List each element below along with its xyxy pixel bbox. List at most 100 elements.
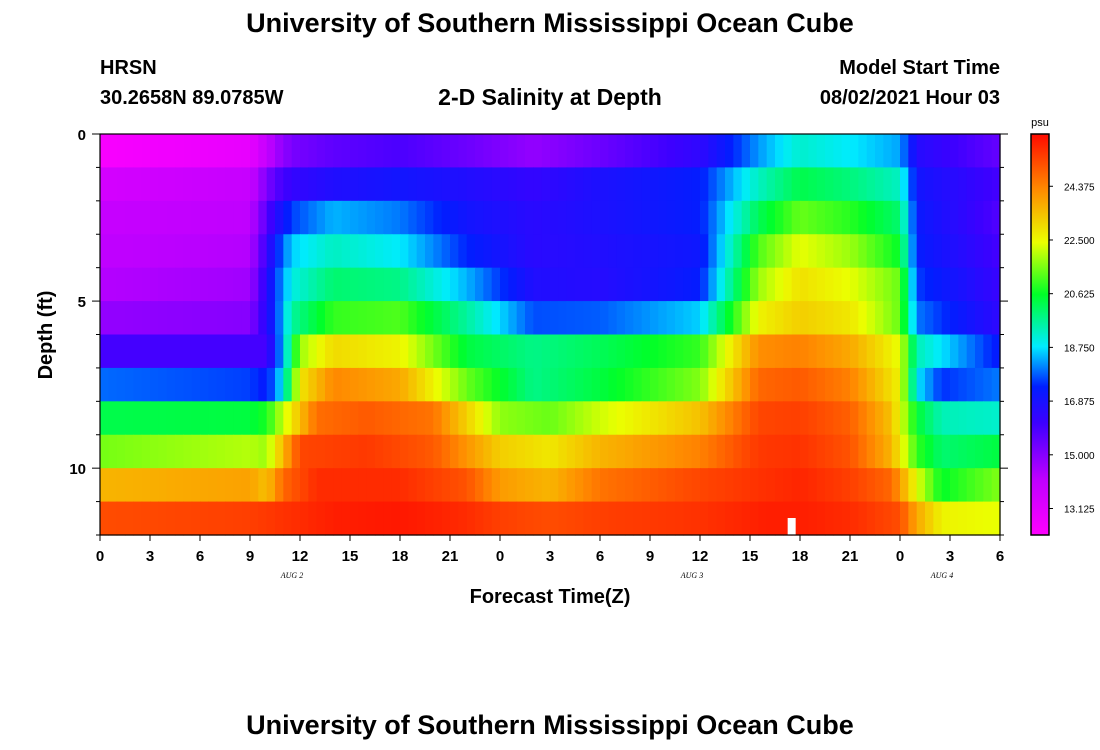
x-tick-label: 6 <box>196 548 204 565</box>
heatmap-cell <box>208 234 218 269</box>
heatmap-cell <box>925 501 934 536</box>
heatmap-cell <box>933 134 943 169</box>
heatmap-cell <box>141 401 151 436</box>
heatmap-cell <box>475 167 484 202</box>
heatmap-cell <box>700 200 709 235</box>
heatmap-cell <box>291 200 301 235</box>
heatmap-cell <box>275 334 284 369</box>
heatmap-cell <box>275 434 284 469</box>
heatmap-cell <box>425 434 434 469</box>
heatmap-cell <box>375 200 384 235</box>
heatmap-cell <box>883 468 893 503</box>
heatmap-cell <box>316 401 326 436</box>
heatmap-cell <box>133 434 143 469</box>
heatmap-cell <box>200 501 209 536</box>
heatmap-cell <box>341 367 351 402</box>
heatmap-cell <box>625 468 634 503</box>
heatmap-cell <box>183 401 193 436</box>
heatmap-cell <box>400 234 409 269</box>
heatmap-cell <box>883 334 893 369</box>
station-name: HRSN <box>100 57 157 79</box>
heatmap-cell <box>808 200 818 235</box>
heatmap-cell <box>566 301 576 336</box>
heatmap-cell <box>666 401 676 436</box>
heatmap-cell <box>675 134 684 169</box>
heatmap-cell <box>666 334 676 369</box>
heatmap-cell <box>441 468 451 503</box>
heatmap-cell <box>483 501 493 536</box>
heatmap-cell <box>850 267 859 302</box>
heatmap-cell <box>516 434 526 469</box>
heatmap-cell <box>341 301 351 336</box>
x-tick-label: 21 <box>842 548 859 565</box>
heatmap-cell <box>141 200 151 235</box>
heatmap-cell <box>183 434 193 469</box>
heatmap-cell <box>525 301 534 336</box>
heatmap-cell <box>225 334 234 369</box>
heatmap-cell <box>333 234 343 269</box>
heatmap-cell <box>875 301 884 336</box>
heatmap-cell <box>441 134 451 169</box>
heatmap-cell <box>358 234 368 269</box>
heatmap-cell <box>516 134 526 169</box>
heatmap-cell <box>391 334 401 369</box>
heatmap-cell <box>666 234 676 269</box>
heatmap-cell <box>283 501 293 536</box>
heatmap-cell <box>133 468 143 503</box>
heatmap-cell <box>325 334 334 369</box>
heatmap-cell <box>558 367 568 402</box>
heatmap-cell <box>291 434 301 469</box>
heatmap-cell <box>533 367 543 402</box>
heatmap-cell <box>291 167 301 202</box>
heatmap-cell <box>266 334 276 369</box>
heatmap-cell <box>300 167 309 202</box>
heatmap-cell <box>108 501 118 536</box>
heatmap-cell <box>600 468 609 503</box>
heatmap-cell <box>141 468 151 503</box>
heatmap-cell <box>416 468 426 503</box>
heatmap-cell <box>825 200 834 235</box>
heatmap-cell <box>233 134 243 169</box>
heatmap-cell <box>191 134 201 169</box>
heatmap-cell <box>408 200 418 235</box>
heatmap-cell <box>950 334 959 369</box>
heatmap-cell <box>250 234 259 269</box>
heatmap-cell <box>491 234 501 269</box>
heatmap-cell <box>900 401 909 436</box>
heatmap-cell <box>383 334 393 369</box>
heatmap-cell <box>825 334 834 369</box>
heatmap-cell <box>550 434 559 469</box>
heatmap-cell <box>408 401 418 436</box>
heatmap-cell <box>400 200 409 235</box>
heatmap-cell <box>875 234 884 269</box>
heatmap-cell <box>475 301 484 336</box>
heatmap-cell <box>108 334 118 369</box>
heatmap-cell <box>783 134 793 169</box>
heatmap-cell <box>258 167 268 202</box>
heatmap-cell <box>258 234 268 269</box>
heatmap-cell <box>841 234 851 269</box>
heatmap-cell <box>908 134 918 169</box>
heatmap-cell <box>800 334 809 369</box>
heatmap-cell <box>941 267 951 302</box>
heatmap-cell <box>625 501 634 536</box>
heatmap-cell <box>808 434 818 469</box>
heatmap-cell <box>700 234 709 269</box>
heatmap-cell <box>791 234 801 269</box>
heatmap-cell <box>508 234 518 269</box>
heatmap-cell <box>566 200 576 235</box>
heatmap-cell <box>800 301 809 336</box>
heatmap-cell <box>266 267 276 302</box>
heatmap-cell <box>858 334 868 369</box>
heatmap-cell <box>683 267 693 302</box>
heatmap-cell <box>783 167 793 202</box>
heatmap-cell <box>358 301 368 336</box>
heatmap-cell <box>725 334 734 369</box>
heatmap-cell <box>425 267 434 302</box>
heatmap-cell <box>375 334 384 369</box>
heatmap-cell <box>500 434 509 469</box>
heatmap-cell <box>316 200 326 235</box>
heatmap-cell <box>500 401 509 436</box>
heatmap-cell <box>433 501 443 536</box>
heatmap-cell <box>258 267 268 302</box>
